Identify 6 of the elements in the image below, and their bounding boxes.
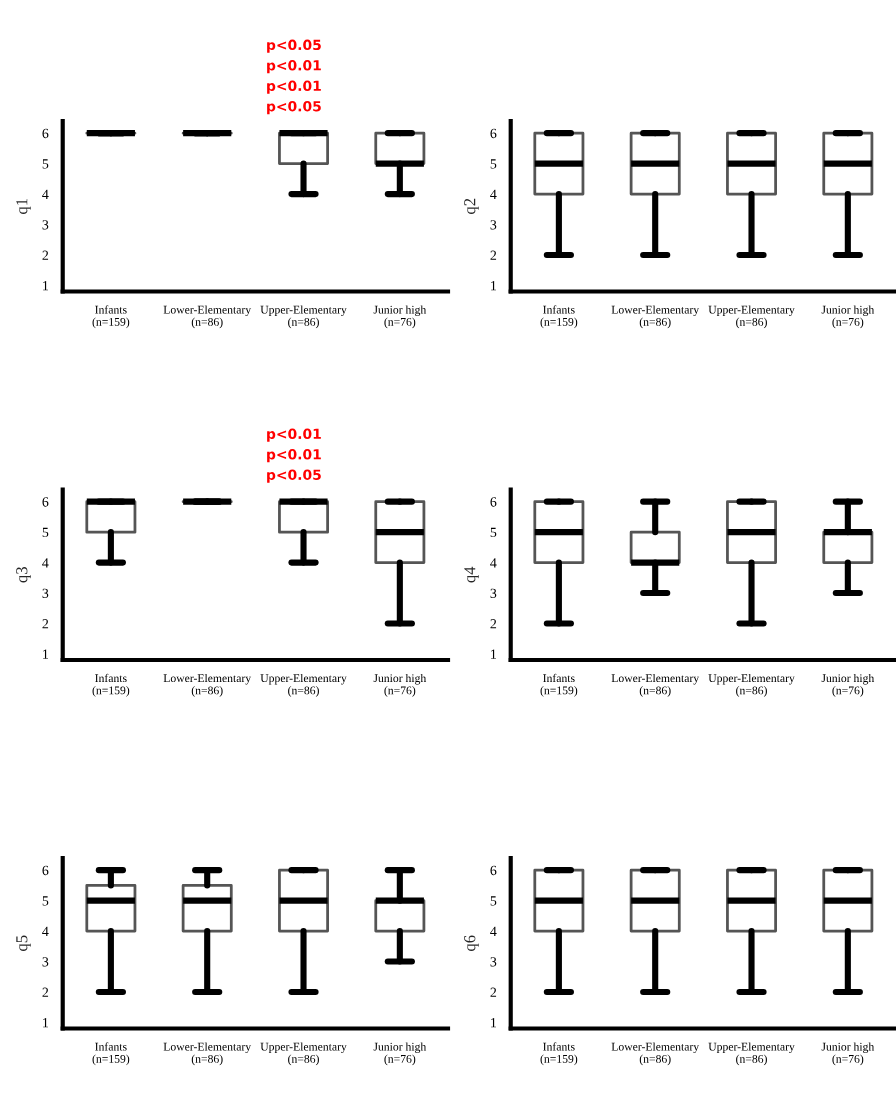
y-axis-title: q2 <box>464 198 479 214</box>
y-axis-title: q1 <box>16 198 31 214</box>
y-axis-title: q3 <box>16 567 31 583</box>
y-axis-title: q4 <box>464 566 479 583</box>
y-axis-title: q5 <box>16 935 31 951</box>
y-axis-title: q6 <box>464 935 479 951</box>
